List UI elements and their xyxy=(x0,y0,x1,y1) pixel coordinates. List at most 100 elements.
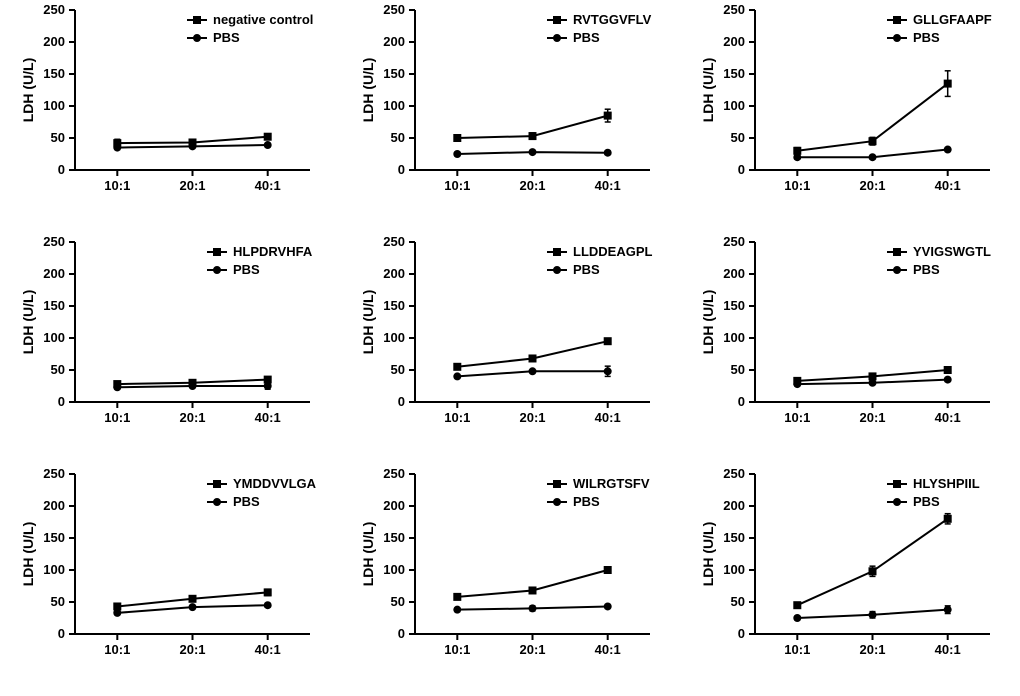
legend-series1: YVIGSWGTL xyxy=(913,244,991,259)
circle-marker xyxy=(454,373,461,380)
y-tick-label: 150 xyxy=(383,530,405,545)
y-tick-label: 100 xyxy=(383,98,405,113)
y-tick-label: 150 xyxy=(383,66,405,81)
y-tick-label: 100 xyxy=(723,562,745,577)
y-tick-label: 100 xyxy=(723,330,745,345)
circle-marker xyxy=(604,368,611,375)
legend-series1: HLYSHPIIL xyxy=(913,476,980,491)
legend-series1: LLDDEAGPL xyxy=(573,244,653,259)
legend-series1: HLPDRVHFA xyxy=(233,244,313,259)
x-tick-label: 10:1 xyxy=(444,410,470,425)
square-marker xyxy=(604,112,611,119)
circle-marker xyxy=(944,376,951,383)
circle-marker xyxy=(264,602,271,609)
circle-marker xyxy=(944,606,951,613)
legend-series1: WILRGTSFV xyxy=(573,476,650,491)
panel: 050100150200250LDH (U/L)10:120:140:1HLPD… xyxy=(0,232,340,464)
y-tick-label: 200 xyxy=(723,34,745,49)
y-tick-label: 200 xyxy=(383,34,405,49)
y-axis-title: LDH (U/L) xyxy=(360,522,376,587)
circle-marker xyxy=(944,146,951,153)
panel: 050100150200250LDH (U/L)10:120:140:1GLLG… xyxy=(680,0,1020,232)
y-tick-label: 200 xyxy=(43,266,65,281)
legend-series1: RVTGGVFLV xyxy=(573,12,652,27)
circle-marker xyxy=(869,611,876,618)
chart-panel: 050100150200250LDH (U/L)10:120:140:1YVIG… xyxy=(680,232,1020,464)
square-marker xyxy=(944,515,951,522)
y-tick-label: 250 xyxy=(383,234,405,249)
y-tick-label: 150 xyxy=(43,530,65,545)
square-marker xyxy=(529,587,536,594)
y-tick-label: 50 xyxy=(731,130,745,145)
square-marker xyxy=(944,367,951,374)
y-axis-title: LDH (U/L) xyxy=(700,58,716,123)
y-tick-label: 100 xyxy=(383,330,405,345)
panel: 050100150200250LDH (U/L)10:120:140:1WILR… xyxy=(340,464,680,696)
panel: 050100150200250LDH (U/L)10:120:140:1nega… xyxy=(0,0,340,232)
y-axis-title: LDH (U/L) xyxy=(700,290,716,355)
chart-panel: 050100150200250LDH (U/L)10:120:140:1HLPD… xyxy=(0,232,340,464)
circle-marker xyxy=(114,144,121,151)
panel: 050100150200250LDH (U/L)10:120:140:1HLYS… xyxy=(680,464,1020,696)
y-tick-label: 150 xyxy=(383,298,405,313)
y-axis-title: LDH (U/L) xyxy=(20,290,36,355)
square-marker xyxy=(944,80,951,87)
x-tick-label: 40:1 xyxy=(935,178,961,193)
square-marker xyxy=(794,602,801,609)
x-tick-label: 20:1 xyxy=(519,410,545,425)
x-tick-label: 10:1 xyxy=(784,642,810,657)
y-tick-label: 100 xyxy=(43,98,65,113)
y-tick-label: 50 xyxy=(731,594,745,609)
x-tick-label: 20:1 xyxy=(179,410,205,425)
y-tick-label: 150 xyxy=(723,66,745,81)
series-line xyxy=(457,341,607,367)
x-tick-label: 20:1 xyxy=(179,178,205,193)
y-tick-label: 100 xyxy=(43,330,65,345)
y-tick-label: 250 xyxy=(43,466,65,481)
legend-series1: GLLGFAAPF xyxy=(913,12,992,27)
square-marker xyxy=(869,568,876,575)
legend-series2: PBS xyxy=(573,262,600,277)
circle-marker xyxy=(794,615,801,622)
x-tick-label: 40:1 xyxy=(255,410,281,425)
y-tick-label: 200 xyxy=(723,498,745,513)
y-tick-label: 150 xyxy=(43,66,65,81)
x-tick-label: 20:1 xyxy=(859,642,885,657)
legend-series2: PBS xyxy=(913,262,940,277)
circle-marker xyxy=(114,384,121,391)
y-tick-label: 250 xyxy=(43,2,65,17)
circle-marker xyxy=(794,381,801,388)
x-tick-label: 10:1 xyxy=(444,642,470,657)
y-tick-label: 200 xyxy=(43,34,65,49)
x-tick-label: 40:1 xyxy=(935,642,961,657)
y-tick-label: 0 xyxy=(738,162,745,177)
square-marker xyxy=(869,138,876,145)
x-tick-label: 40:1 xyxy=(595,178,621,193)
y-tick-label: 50 xyxy=(51,594,65,609)
legend-series2: PBS xyxy=(913,494,940,509)
y-tick-label: 0 xyxy=(738,394,745,409)
x-tick-label: 20:1 xyxy=(859,178,885,193)
y-tick-label: 150 xyxy=(723,298,745,313)
chart-panel: 050100150200250LDH (U/L)10:120:140:1LLDD… xyxy=(340,232,680,464)
x-tick-label: 10:1 xyxy=(784,410,810,425)
chart-panel: 050100150200250LDH (U/L)10:120:140:1nega… xyxy=(0,0,340,232)
x-tick-label: 20:1 xyxy=(179,642,205,657)
circle-marker xyxy=(264,383,271,390)
y-tick-label: 0 xyxy=(58,162,65,177)
x-tick-label: 10:1 xyxy=(104,642,130,657)
y-tick-label: 0 xyxy=(58,394,65,409)
y-tick-label: 0 xyxy=(398,394,405,409)
y-tick-label: 0 xyxy=(398,162,405,177)
panel: 050100150200250LDH (U/L)10:120:140:1RVTG… xyxy=(340,0,680,232)
y-tick-label: 150 xyxy=(723,530,745,545)
x-tick-label: 40:1 xyxy=(935,410,961,425)
x-tick-label: 10:1 xyxy=(104,178,130,193)
y-tick-label: 50 xyxy=(51,130,65,145)
x-tick-label: 40:1 xyxy=(255,178,281,193)
legend-series2: PBS xyxy=(233,262,260,277)
x-tick-label: 40:1 xyxy=(595,410,621,425)
circle-marker xyxy=(454,151,461,158)
square-marker xyxy=(454,593,461,600)
circle-marker xyxy=(529,605,536,612)
